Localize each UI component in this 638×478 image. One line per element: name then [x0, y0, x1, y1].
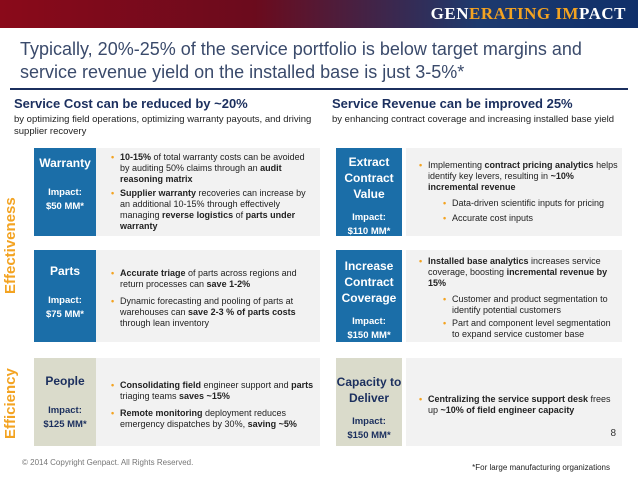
title-divider: [10, 88, 628, 90]
capacity-panel: [406, 358, 622, 446]
parts-bullet-1: • Accurate triage of parts across regions…: [111, 268, 297, 289]
people-box: People Impact: $125 MM*: [34, 358, 96, 446]
extract-title-2: Contract: [344, 171, 394, 185]
warranty-impact-label: Impact:: [48, 187, 82, 198]
efficiency-label: Efficiency: [2, 368, 19, 440]
warranty-bullet-1: • 10-15% of total warranty costs can be a…: [111, 152, 305, 184]
warranty-impact-value: $50 MM*: [45, 201, 84, 212]
warranty-title: Warranty: [39, 156, 91, 170]
parts-impact-value: $75 MM*: [45, 309, 84, 320]
people-panel: [96, 358, 320, 446]
extract-sub-1: • Data-driven scientific inputs for prici…: [443, 198, 605, 208]
header-bar: GENERATING IMPACT: [0, 0, 638, 28]
capacity-title-2: Deliver: [348, 391, 390, 405]
increase-panel: [406, 250, 622, 342]
footnote: *For large manufacturing organizations: [472, 463, 610, 472]
parts-panel: [96, 250, 320, 342]
capacity-box: Capacity to Deliver Impact: $150 MM*: [336, 358, 402, 446]
increase-title-2: Contract: [344, 275, 394, 289]
left-column-header: Service Cost can be reduced by ~20% by o…: [14, 96, 314, 138]
people-bullet-1: • Consolidating field engineer support an…: [111, 380, 314, 401]
parts-box: Parts Impact: $75 MM*: [34, 250, 96, 342]
extract-bullet-1: • Implementing contract pricing analytics…: [419, 160, 618, 192]
extract-impact-label: Impact:: [352, 212, 386, 223]
parts-title: Parts: [49, 264, 81, 278]
effectiveness-label: Effectiveness: [2, 197, 19, 295]
people-impact-value: $125 MM*: [43, 419, 87, 430]
extract-panel: [406, 148, 622, 236]
people-bullet-2: • Remote monitoring deployment reduces em…: [111, 408, 297, 429]
capacity-title-1: Capacity to: [336, 375, 402, 389]
page-number: 8: [610, 428, 616, 439]
warranty-bullet-2: • Supplier warranty recoveries can increa…: [111, 188, 306, 231]
increase-sub-2: • Part and component level segmentation t…: [443, 318, 611, 339]
extract-impact-value: $110 MM*: [347, 226, 391, 237]
slide-title: Typically, 20%-25% of the service portfo…: [20, 39, 582, 82]
extract-box: Extract Contract Value Impact: $110 MM*: [336, 148, 402, 237]
extract-title-1: Extract: [348, 155, 390, 169]
warranty-box: Warranty Impact: $50 MM*: [34, 148, 96, 236]
increase-title-3: Coverage: [341, 291, 397, 305]
capacity-bullet-1: • Centralizing the service support desk f…: [419, 394, 611, 415]
extract-sub-2: • Accurate cost inputs: [443, 213, 534, 223]
right-column-header: Service Revenue can be improved 25% by e…: [332, 96, 632, 126]
increase-box: Increase Contract Coverage Impact: $150 …: [336, 250, 402, 342]
increase-sub-1: • Customer and product segmentation to id…: [443, 294, 608, 315]
right-heading: Service Revenue can be improved 25%: [332, 96, 573, 111]
warranty-panel: [96, 148, 320, 236]
capacity-impact-label: Impact:: [352, 416, 386, 427]
increase-bullet-1: • Installed base analytics increases serv…: [419, 256, 608, 288]
increase-title-1: Increase: [344, 259, 394, 273]
people-title: People: [45, 374, 85, 388]
parts-bullet-2: • Dynamic forecasting and pooling of part…: [111, 296, 296, 328]
people-impact-label: Impact:: [48, 405, 82, 416]
parts-impact-label: Impact:: [48, 295, 82, 306]
copyright: © 2014 Copyright Genpact. All Rights Res…: [22, 458, 194, 467]
increase-impact-label: Impact:: [352, 316, 386, 327]
left-subheading: by optimizing field operations, optimizi…: [14, 114, 312, 137]
extract-title-3: Value: [353, 187, 385, 201]
left-heading: Service Cost can be reduced by ~20%: [14, 96, 248, 111]
capacity-impact-value: $150 MM*: [347, 430, 391, 441]
right-subheading: by enhancing contract coverage and incre…: [332, 114, 615, 125]
increase-impact-value: $150 MM*: [347, 330, 391, 341]
brand-logo: GENERATING IMPACT: [430, 4, 626, 23]
